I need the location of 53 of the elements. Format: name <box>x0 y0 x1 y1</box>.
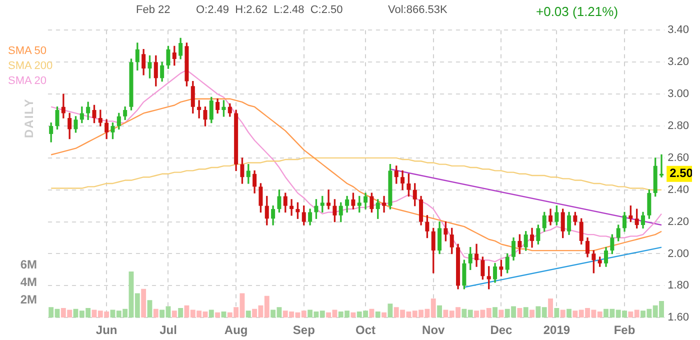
text: Feb 22 <box>136 4 170 16</box>
bar <box>178 308 184 318</box>
series-label: SMA 20 <box>8 74 48 89</box>
x-tick-label: Jun <box>96 323 118 338</box>
y2-tick-label: 6M <box>20 258 37 272</box>
bar <box>566 308 572 318</box>
bar <box>208 310 214 318</box>
bar <box>382 312 387 318</box>
bar <box>147 300 152 318</box>
x-tick-label: Feb <box>614 323 636 338</box>
bar <box>215 312 220 318</box>
bar <box>388 304 393 318</box>
y-tick-label: 1.80 <box>668 280 690 292</box>
y2-tick-label: 2M <box>20 292 37 306</box>
y-tick-label: 3.20 <box>668 56 690 68</box>
text: SMA 50 <box>8 44 48 59</box>
bar <box>554 308 560 318</box>
bar <box>246 310 251 318</box>
bar <box>517 308 522 318</box>
bar <box>560 310 566 318</box>
bar <box>221 312 226 318</box>
bar <box>530 310 534 318</box>
bar <box>492 307 498 318</box>
y2-tick-label: 4M <box>20 275 37 290</box>
bar <box>141 288 146 318</box>
x-tick-label: Aug <box>224 323 248 338</box>
y-tick-label: 2.20 <box>668 216 690 228</box>
text: O:2.49 H:2.62 L:2.48 C:2.50 <box>196 4 343 16</box>
bar <box>548 298 553 318</box>
x-tick-label: Oct <box>356 323 376 338</box>
x-tick-label: Dec <box>490 323 513 338</box>
bar <box>498 310 504 318</box>
y-tick-label: 3.40 <box>668 24 690 36</box>
y-tick-label: 2.80 <box>668 120 690 132</box>
x-tick-label: Nov <box>422 323 446 338</box>
text: +0.03 (1.21%) <box>536 4 618 19</box>
bar <box>437 305 442 318</box>
text: Vol:866.53K <box>388 4 448 16</box>
bar <box>375 312 380 318</box>
y-tick-label: 3.00 <box>668 88 690 100</box>
bar <box>523 307 528 318</box>
bar <box>350 312 356 318</box>
x-tick-label: Jul <box>160 323 177 338</box>
x-tick-label: Sep <box>292 323 315 338</box>
y-tick-label: 2.00 <box>668 248 690 260</box>
y-tick-label: 2.40 <box>668 184 690 196</box>
bar <box>153 308 158 318</box>
bar <box>369 308 374 318</box>
bar <box>172 310 177 318</box>
text: SMA 200 <box>8 59 53 74</box>
x-tick-label: 2019 <box>543 323 570 338</box>
y-tick-label: 1.60 <box>668 312 690 324</box>
y-tick-label: 2.60 <box>668 152 690 164</box>
